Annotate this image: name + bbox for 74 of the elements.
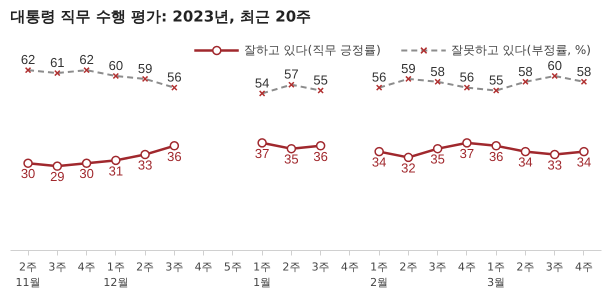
point [140,150,150,160]
data-label: 30 [20,166,36,182]
data-label: 61 [50,55,65,70]
data-label: 36 [313,148,328,164]
x-tick-label: 3주 [428,260,447,274]
x-tick-label: 4주 [340,260,359,274]
data-label: 62 [20,52,36,68]
data-label: 55 [313,72,328,88]
data-label: 58 [576,64,592,79]
point [550,150,560,160]
legend-label: 잘못하고 있다(부정률, %) [450,42,591,58]
point [286,144,296,154]
point [404,152,414,162]
x-tick-label: 2주 [282,260,300,274]
point [82,158,92,168]
point [432,144,442,154]
x-tick-label: 2주 [136,260,154,274]
x-tick-label: 1주 1월 [253,260,272,290]
data-label: 34 [372,154,386,170]
data-label: 34 [576,154,592,170]
legend-label: 잘하고 있다(직무 긍정률) [244,42,381,58]
data-label: 55 [488,72,504,88]
x-tick-label: 4주 [194,260,213,274]
data-label: 58 [518,64,533,79]
point [374,146,384,156]
data-label: 31 [108,163,124,178]
data-label: 56 [460,70,474,85]
x-tick-label: 3주 [312,260,330,274]
point [491,141,501,151]
data-label: 34 [518,154,533,170]
point [257,138,267,148]
data-label: 56 [167,70,182,85]
data-label: 36 [488,148,504,164]
data-label: 60 [108,58,124,73]
data-label: 37 [460,146,474,161]
data-label: 33 [547,158,562,173]
point [23,158,33,168]
data-label: 36 [167,148,182,164]
x-tick-label: 4주 [78,260,96,274]
data-label: 29 [50,169,65,184]
data-label: 62 [79,52,94,68]
data-label: 32 [401,160,416,176]
x-tick-label: 3주 [165,260,184,274]
x-tick-label: 2주 [399,260,418,274]
point [170,141,180,151]
x-tick-label: 2주 [516,260,534,274]
point [52,161,62,171]
data-label: 35 [284,152,299,167]
chart-title: 대통령 직무 수행 평가: 2023년, 최근 20주 [10,8,312,26]
x-tick-label: 1주 12월 [103,260,128,290]
data-label: 30 [79,166,94,182]
x-tick-label: 5주 [224,260,242,274]
x-tick-label: 1주 2월 [370,260,388,290]
point [520,146,530,156]
x-tick-label: 4주 [574,260,593,274]
data-label: 35 [430,152,445,167]
x-tick-label: 3주 [546,260,564,274]
point [579,146,589,156]
point [462,138,472,148]
x-tick-label: 3주 [48,260,66,274]
point [316,141,326,151]
x-tick-label: 4주 [458,260,476,274]
data-label: 57 [284,66,299,82]
x-tick-label: 1주 3월 [487,260,506,290]
data-label: 59 [138,60,152,76]
data-label: 58 [430,64,445,79]
x-tick-label: 2주 11월 [16,260,41,290]
data-label: 33 [138,158,152,173]
data-label: 54 [254,75,270,90]
data-label: 56 [372,70,386,85]
data-label: 59 [401,60,416,76]
point [111,156,121,166]
data-label: 60 [547,58,562,73]
data-label: 37 [254,146,270,161]
